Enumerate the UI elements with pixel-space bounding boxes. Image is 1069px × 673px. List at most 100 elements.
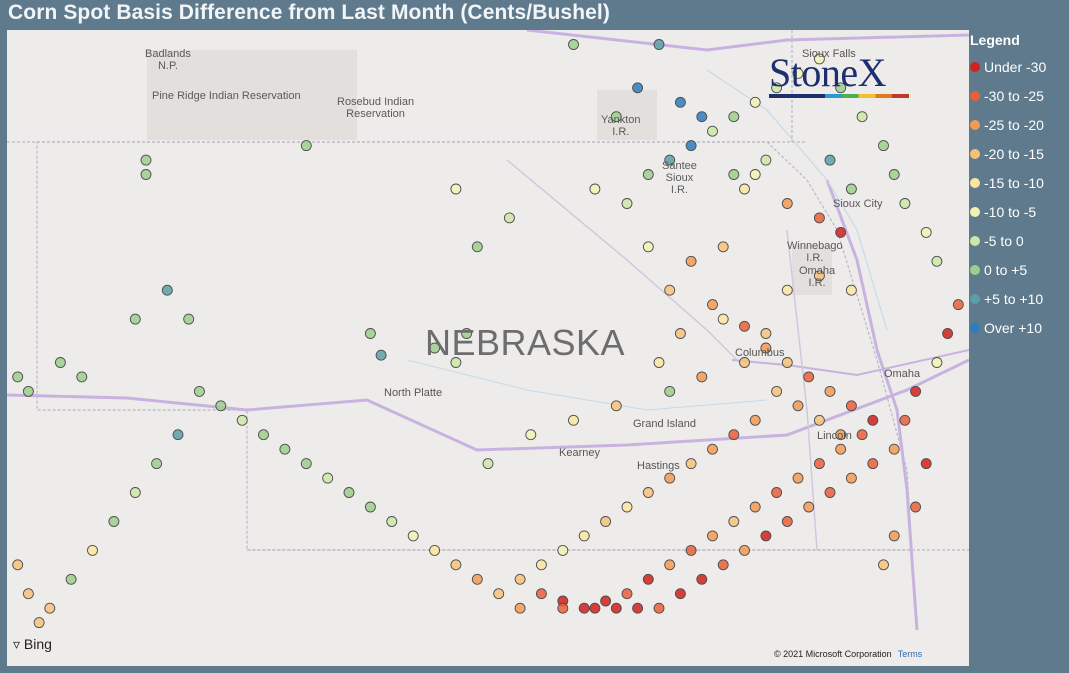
legend-item[interactable]: Over +10	[970, 313, 1066, 342]
basis-point-marker[interactable]	[824, 154, 836, 166]
basis-point-marker[interactable]	[728, 429, 740, 441]
basis-point-marker[interactable]	[910, 385, 922, 397]
basis-point-marker[interactable]	[674, 328, 686, 339]
basis-point-marker[interactable]	[65, 573, 77, 585]
basis-point-marker[interactable]	[707, 299, 718, 311]
basis-point-marker[interactable]	[193, 385, 205, 397]
basis-point-marker[interactable]	[578, 602, 590, 614]
basis-point-marker[interactable]	[140, 154, 152, 166]
basis-point-marker[interactable]	[888, 443, 900, 455]
basis-point-marker[interactable]	[589, 602, 601, 614]
basis-point-marker[interactable]	[771, 385, 783, 397]
basis-point-marker[interactable]	[322, 472, 334, 484]
basis-point-marker[interactable]	[642, 573, 654, 585]
basis-point-marker[interactable]	[674, 96, 686, 108]
basis-point-marker[interactable]	[920, 226, 932, 238]
basis-point-marker[interactable]	[717, 559, 729, 571]
map-canvas[interactable]: Badlands N.P. Pine Ridge Indian Reservati…	[7, 30, 969, 666]
basis-point-marker[interactable]	[845, 472, 857, 484]
basis-point-marker[interactable]	[300, 458, 312, 470]
basis-point-marker[interactable]	[76, 371, 88, 383]
basis-point-marker[interactable]	[760, 154, 772, 166]
basis-point-marker[interactable]	[87, 544, 98, 556]
legend-item[interactable]: -25 to -20	[970, 110, 1066, 139]
basis-point-marker[interactable]	[760, 342, 772, 354]
basis-point-marker[interactable]	[899, 414, 911, 426]
basis-point-marker[interactable]	[632, 82, 644, 94]
basis-point-marker[interactable]	[461, 328, 473, 339]
basis-point-marker[interactable]	[621, 198, 633, 209]
basis-point-marker[interactable]	[717, 241, 729, 253]
basis-point-marker[interactable]	[739, 183, 750, 195]
basis-point-marker[interactable]	[931, 357, 943, 368]
basis-point-marker[interactable]	[878, 559, 889, 571]
basis-point-marker[interactable]	[888, 530, 900, 542]
basis-point-marker[interactable]	[749, 414, 761, 426]
legend-item[interactable]: -30 to -25	[970, 81, 1066, 110]
basis-point-marker[interactable]	[845, 183, 857, 195]
basis-point-marker[interactable]	[728, 111, 740, 123]
basis-point-marker[interactable]	[792, 400, 804, 412]
basis-point-marker[interactable]	[407, 530, 419, 542]
basis-point-marker[interactable]	[803, 371, 815, 383]
legend-item[interactable]: -5 to 0	[970, 226, 1066, 255]
basis-point-marker[interactable]	[707, 530, 718, 542]
basis-point-marker[interactable]	[685, 255, 697, 267]
basis-point-marker[interactable]	[867, 414, 879, 426]
basis-point-marker[interactable]	[942, 328, 954, 339]
basis-point-marker[interactable]	[493, 588, 505, 600]
basis-point-marker[interactable]	[899, 198, 911, 209]
basis-point-marker[interactable]	[771, 82, 783, 94]
basis-point-marker[interactable]	[503, 212, 515, 224]
legend-item[interactable]: Under -30	[970, 52, 1066, 81]
basis-point-marker[interactable]	[535, 588, 547, 600]
basis-point-marker[interactable]	[792, 67, 804, 79]
legend-item[interactable]: -10 to -5	[970, 197, 1066, 226]
basis-point-marker[interactable]	[471, 573, 483, 585]
basis-point-marker[interactable]	[610, 111, 622, 123]
basis-point-marker[interactable]	[717, 313, 729, 325]
basis-point-marker[interactable]	[813, 414, 825, 426]
basis-point-marker[interactable]	[920, 458, 932, 470]
basis-point-marker[interactable]	[621, 501, 633, 513]
basis-point-marker[interactable]	[386, 516, 398, 527]
basis-point-marker[interactable]	[845, 284, 857, 296]
basis-point-marker[interactable]	[696, 111, 708, 123]
basis-point-marker[interactable]	[161, 284, 173, 296]
basis-point-marker[interactable]	[856, 429, 868, 441]
basis-point-marker[interactable]	[600, 516, 612, 527]
basis-point-marker[interactable]	[129, 487, 141, 498]
basis-point-marker[interactable]	[482, 458, 494, 470]
basis-point-marker[interactable]	[952, 299, 964, 311]
legend-item[interactable]: -20 to -15	[970, 139, 1066, 168]
basis-point-marker[interactable]	[792, 472, 804, 484]
basis-point-marker[interactable]	[610, 602, 622, 614]
basis-point-marker[interactable]	[22, 385, 34, 397]
basis-point-marker[interactable]	[642, 169, 654, 180]
basis-point-marker[interactable]	[535, 559, 547, 571]
basis-point-marker[interactable]	[835, 429, 847, 441]
basis-point-marker[interactable]	[183, 313, 195, 325]
basis-point-marker[interactable]	[781, 516, 793, 527]
basis-point-marker[interactable]	[813, 53, 825, 65]
basis-point-marker[interactable]	[760, 328, 772, 339]
basis-point-marker[interactable]	[589, 183, 601, 195]
basis-point-marker[interactable]	[557, 544, 569, 556]
basis-point-marker[interactable]	[824, 385, 836, 397]
basis-point-marker[interactable]	[642, 241, 654, 253]
basis-point-marker[interactable]	[856, 111, 868, 123]
basis-point-marker[interactable]	[674, 588, 686, 600]
basis-point-marker[interactable]	[835, 443, 847, 455]
basis-point-marker[interactable]	[621, 588, 633, 600]
basis-point-marker[interactable]	[728, 516, 740, 527]
basis-point-marker[interactable]	[749, 501, 761, 513]
basis-point-marker[interactable]	[813, 458, 825, 470]
basis-point-marker[interactable]	[739, 544, 750, 556]
basis-point-marker[interactable]	[728, 169, 740, 180]
basis-point-marker[interactable]	[813, 212, 825, 224]
basis-point-marker[interactable]	[835, 226, 847, 238]
basis-point-marker[interactable]	[653, 39, 665, 50]
basis-point-marker[interactable]	[568, 414, 579, 426]
basis-point-marker[interactable]	[54, 357, 66, 368]
basis-point-marker[interactable]	[685, 544, 697, 556]
